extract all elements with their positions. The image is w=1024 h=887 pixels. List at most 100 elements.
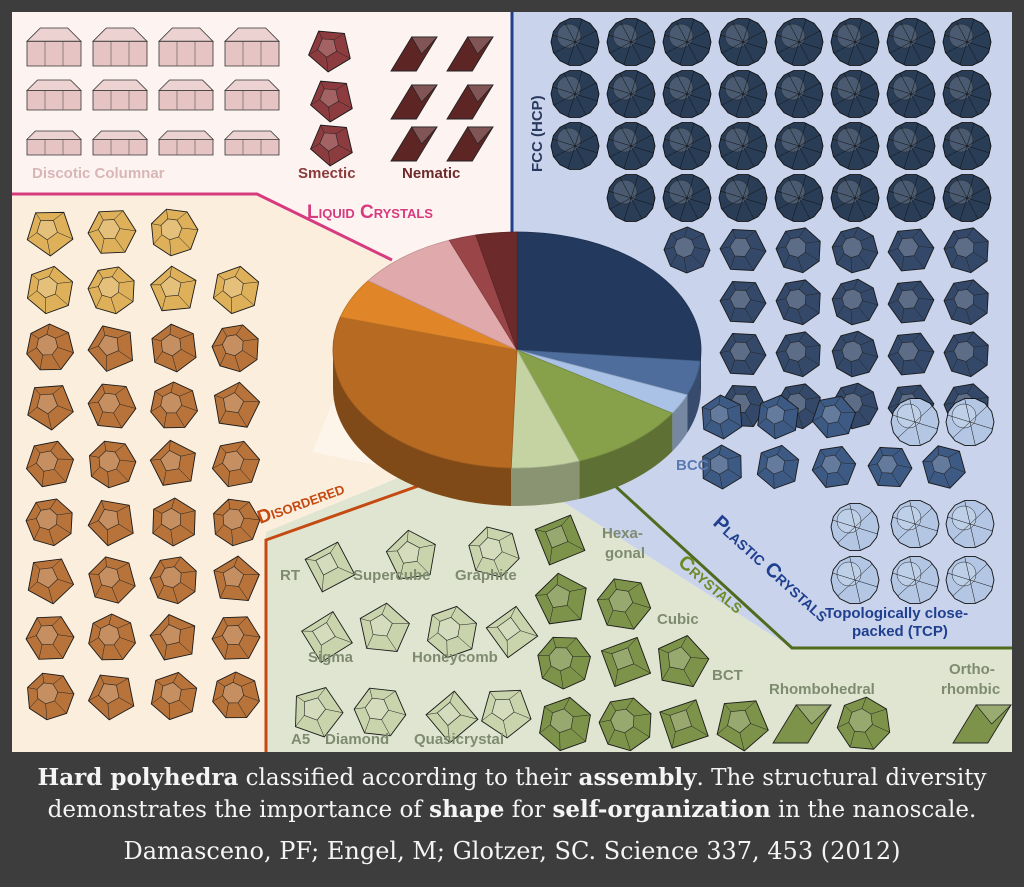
disordered-shape-1-3 (212, 265, 260, 315)
disordered-shape-5-3 (213, 498, 261, 547)
plastic-bcc-3 (867, 446, 913, 488)
discotic-prism-0-1 (92, 27, 148, 67)
pie-side-disordered (333, 350, 512, 506)
plastic-fcc-2-3 (718, 122, 768, 170)
tcp-shape-4 (890, 556, 940, 604)
plastic-fcc-3-5 (830, 174, 880, 222)
plastic-bcc-1 (756, 444, 800, 490)
fcc-label: FCC (HCP) (529, 95, 546, 172)
nematic-shape-1 (446, 36, 494, 72)
tcp-label-line1: Topologically close- (825, 605, 968, 622)
plastic-fcc-4-5 (831, 226, 879, 274)
disordered-shape-1-0 (26, 265, 74, 315)
plastic-fcc-1-6 (886, 70, 936, 118)
crystal-light-shape-2 (468, 526, 520, 578)
polyhedra-classification-figure: Discotic Columnar Smectic Nematic Liquid… (12, 12, 1012, 752)
plastic-bcc-5 (701, 394, 743, 440)
nematic-shape-3 (446, 84, 494, 120)
rhombohedral-label: Rhombohedral (769, 681, 875, 698)
plastic-fcc-0-1 (606, 18, 656, 66)
pie-slice-nematic (475, 231, 518, 351)
crystal-shape-6 (539, 696, 591, 752)
disordered-shape-8-3 (212, 671, 260, 719)
plastic-fcc-3-1 (606, 174, 656, 222)
disordered-shape-6-1 (88, 556, 136, 604)
figure-caption: Hard polyhedra classified according to t… (0, 756, 1024, 887)
plastic-fcc-5-7 (943, 279, 989, 326)
disordered-shape-1-2 (150, 265, 197, 312)
crystal-shape-4 (600, 636, 652, 688)
crystal-light-shape-7 (295, 687, 344, 738)
disordered-shape-4-3 (211, 440, 261, 488)
disordered-shape-5-0 (25, 498, 73, 547)
tcp-shape-1 (890, 500, 940, 548)
pie-side-crystal_light (511, 461, 580, 506)
discotic-prism-0-0 (26, 27, 82, 67)
plastic-fcc-0-3 (718, 18, 768, 66)
tcp-shape-2 (945, 500, 995, 548)
discotic-prism-0-3 (224, 27, 280, 67)
tcp-shape-7 (945, 398, 995, 446)
plastic-bcc-7 (811, 395, 857, 439)
crystals-border (600, 472, 1012, 650)
tcp-shape-3 (830, 556, 880, 604)
discotic-prism-2-3 (224, 130, 280, 156)
plastic-fcc-6-4 (775, 331, 821, 378)
classification-diagram: Discotic Columnar Smectic Nematic Liquid… (12, 12, 1012, 752)
honeycomb-label: Honeycomb (412, 649, 498, 666)
smectic-shape-0 (308, 30, 351, 73)
crystal-light-shape-5 (427, 605, 477, 659)
smectic-shape-2 (310, 124, 353, 167)
plastic-fcc-2-0 (550, 122, 600, 170)
plastic-fcc-0-4 (774, 18, 824, 66)
pie-slice-discotic (367, 239, 519, 351)
caption-bold-shape: shape (429, 796, 505, 823)
disordered-shape-8-1 (87, 674, 135, 721)
discotic-prism-2-0 (26, 130, 82, 156)
crystal-shape-3 (537, 636, 591, 690)
plastic-fcc-3-4 (774, 174, 824, 222)
bct-label: BCT (712, 667, 743, 684)
crystal-shape-11 (836, 696, 891, 750)
plastic-fcc-4-2 (663, 226, 711, 274)
liquid-crystals-title: Liquid Crystals (307, 202, 433, 223)
plastic-fcc-4-7 (943, 227, 989, 274)
nematic-shape-0 (390, 36, 438, 72)
crystal-light-shape-3 (301, 611, 353, 663)
disordered-shape-8-2 (150, 671, 198, 721)
crystal-shape-12 (952, 704, 1012, 744)
crystal-light-shape-6 (485, 605, 539, 659)
tcp-shape-0 (830, 503, 880, 551)
disordered-shape-6-2 (149, 556, 197, 605)
plastic-fcc-1-1 (606, 70, 656, 118)
crystal-shape-8 (659, 699, 709, 749)
plastic-fcc-3-3 (718, 174, 768, 222)
tcp-shapes (830, 398, 995, 604)
caption-text-1: classified according to their (238, 765, 579, 791)
plastic-fcc-2-4 (774, 122, 824, 170)
plastic-fcc-4-3 (719, 229, 767, 271)
plastic-fcc-6-3 (719, 333, 767, 375)
crystal-light-shape-0 (304, 541, 356, 593)
caption-text-4: in the nanoscale. (770, 797, 977, 823)
nematic-label: Nematic (402, 165, 460, 182)
pie-side-crystal (579, 413, 673, 500)
hexagonal-label-line2: gonal (605, 545, 645, 562)
disordered-shape-5-1 (87, 499, 134, 547)
plastic-fcc-6-6 (887, 332, 935, 376)
crystal-shapes (295, 514, 1012, 752)
plastic-fcc-5-3 (719, 281, 767, 323)
discotic-prism-1-0 (26, 79, 82, 111)
bcc-label: BCC (676, 457, 709, 474)
disordered-shape-6-3 (213, 555, 260, 602)
crystal-light-shape-4 (359, 602, 410, 652)
plastic-fcc-0-5 (830, 18, 880, 66)
disordered-shape-0-2 (151, 208, 199, 257)
plastic-crystal-shapes (550, 18, 992, 490)
pie-slice-fcc (516, 231, 702, 362)
disordered-shape-4-2 (149, 439, 196, 486)
crystal-shape-9 (716, 700, 769, 752)
nematic-shapes (390, 36, 494, 162)
disordered-shape-0-0 (26, 211, 74, 257)
smectic-shapes (308, 30, 353, 167)
